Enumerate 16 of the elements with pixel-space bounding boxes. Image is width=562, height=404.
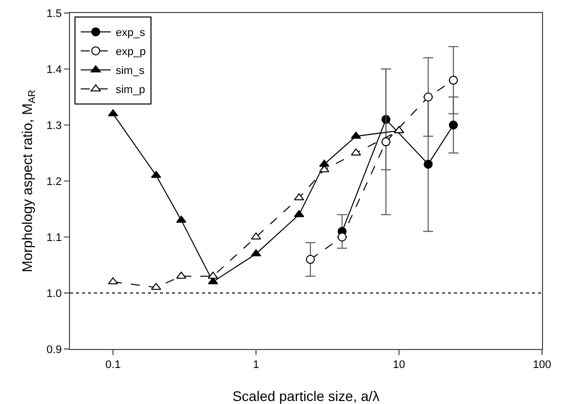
x-tick-label: 10 [392, 359, 406, 372]
y-tick-label: 1.2 [46, 176, 62, 188]
x-axis-title: Scaled particle size, a/λ [232, 388, 380, 404]
legend-label: exp_p [116, 46, 146, 58]
x-tick-label: 0.1 [105, 359, 121, 372]
x-tick-label: 100 [532, 359, 552, 372]
y-tick-label: 1.3 [46, 120, 62, 132]
y-tick-label: 0.9 [46, 344, 62, 356]
y-tick-label: 1.4 [46, 64, 62, 76]
y-tick-label: 1.0 [46, 288, 62, 300]
y-tick-label: 1.5 [46, 8, 62, 20]
x-tick-label: 1 [252, 359, 260, 372]
legend-label: exp_s [116, 27, 146, 40]
legend-label: sim_s [116, 65, 145, 78]
y-tick-label: 1.1 [46, 232, 62, 244]
legend-label: sim_p [116, 84, 146, 96]
